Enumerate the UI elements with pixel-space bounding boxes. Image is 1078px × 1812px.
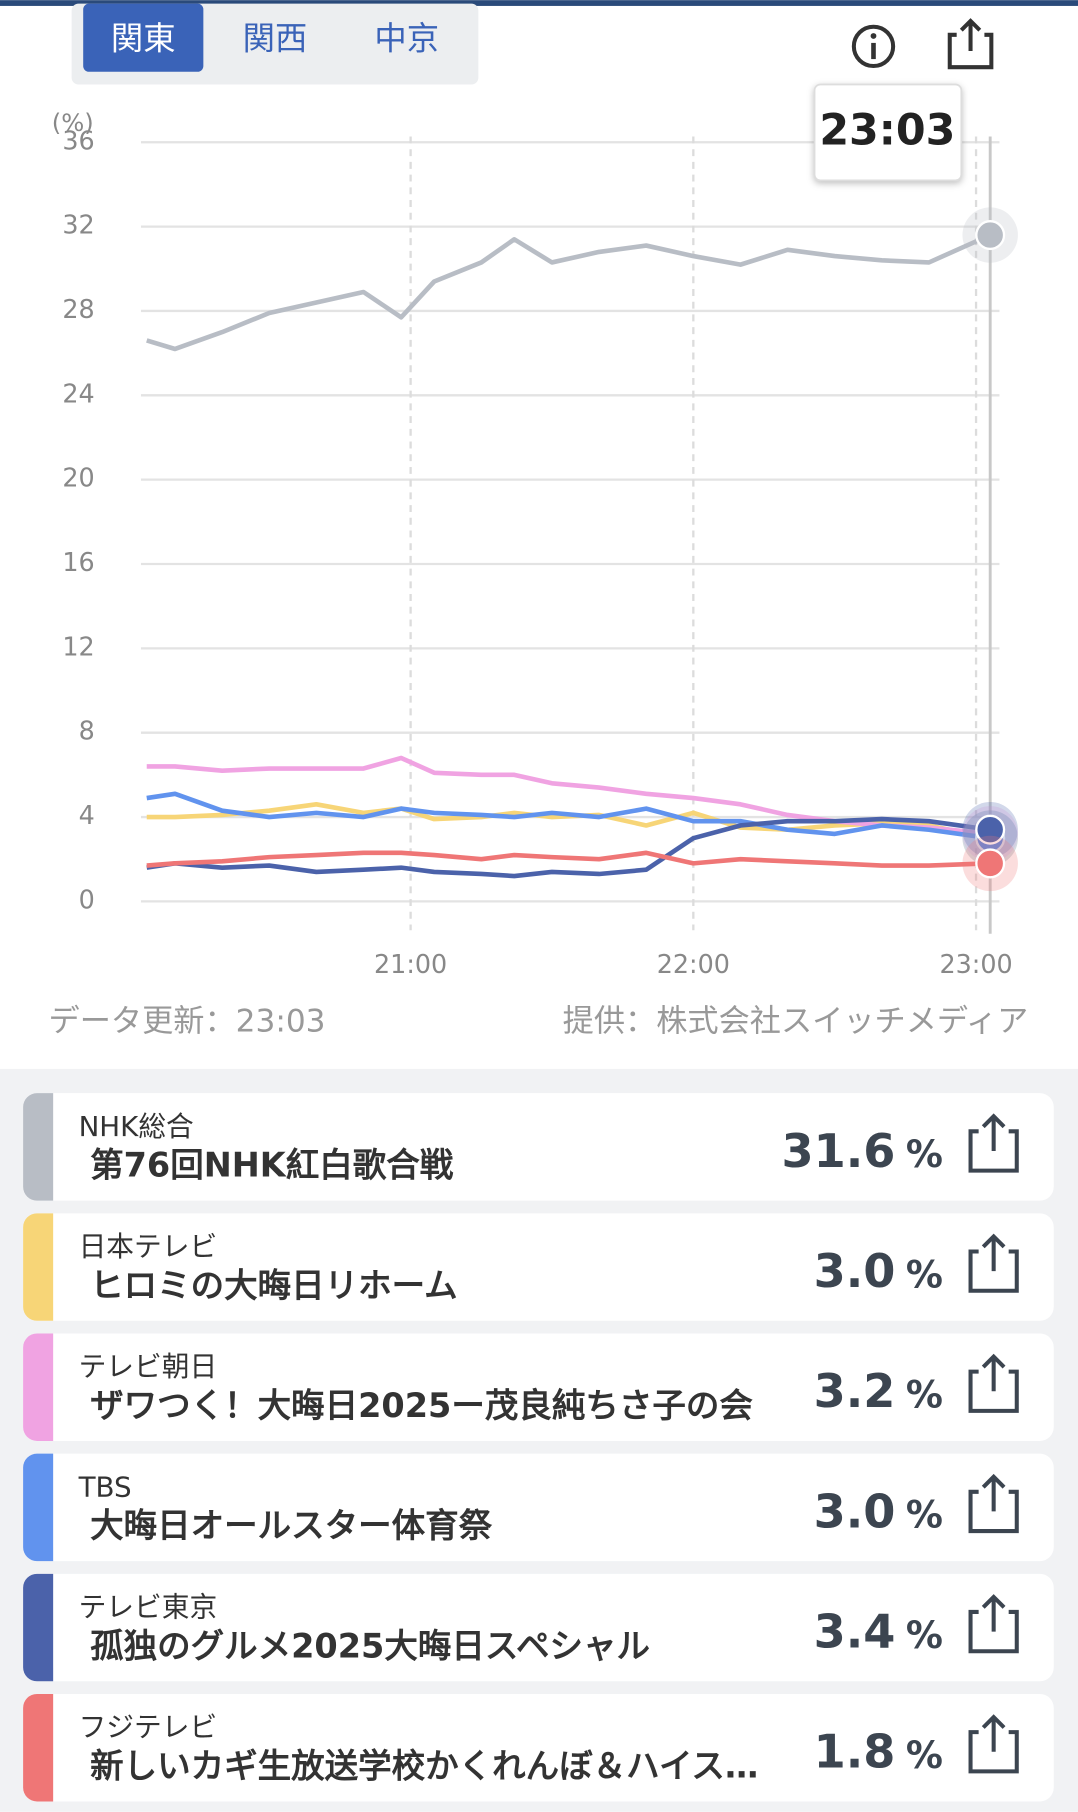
y-tick-label: 12 bbox=[62, 631, 94, 661]
y-tick-label: 36 bbox=[62, 125, 94, 155]
y-tick-label: 16 bbox=[62, 547, 94, 577]
y-tick-label: 28 bbox=[62, 294, 94, 324]
rating: 31.6 bbox=[781, 1124, 895, 1178]
card-stripe bbox=[23, 1453, 54, 1562]
updated: データ更新：23:03 bbox=[49, 1004, 326, 1040]
series-line bbox=[146, 791, 991, 841]
share-icon[interactable] bbox=[968, 1353, 1019, 1413]
series-line bbox=[146, 232, 992, 352]
card-stripe bbox=[23, 1693, 54, 1802]
tab[interactable]: 関西 bbox=[243, 20, 308, 58]
series-line bbox=[146, 816, 991, 879]
y-tick-label: 32 bbox=[62, 210, 94, 240]
tab-active-bg bbox=[83, 3, 204, 72]
y-unit: (%) bbox=[52, 108, 94, 137]
share-icon[interactable] bbox=[968, 1473, 1019, 1534]
share-icon[interactable] bbox=[968, 1233, 1019, 1293]
source: 提供：株式会社スイッチメディア bbox=[563, 1004, 1029, 1040]
y-tick-label: 8 bbox=[79, 716, 95, 746]
program-title: 新しいカギ生放送学校かくれんぼ＆ハイス… bbox=[90, 1746, 758, 1785]
plot: 0 4 8 12 16 20 24 28 32 36 21:00 22:00 23:00 23:03 bbox=[62, 83, 1018, 979]
x-tick-label: 21:00 bbox=[374, 949, 447, 979]
channel-name: テレビ東京 bbox=[79, 1590, 218, 1623]
share-icon[interactable] bbox=[968, 1714, 1019, 1774]
rating: 3.0 bbox=[814, 1244, 896, 1298]
channel-name: NHK総合 bbox=[79, 1110, 194, 1143]
card-bg bbox=[23, 1573, 1054, 1682]
y-tick-label: 0 bbox=[79, 884, 95, 914]
program-title: ザワつく！大晦日2025ー茂良純ちさ子の会 bbox=[90, 1386, 753, 1425]
card-bg bbox=[23, 1453, 1054, 1562]
rating-unit: % bbox=[906, 1253, 943, 1296]
card-bg bbox=[23, 1093, 1054, 1201]
tab[interactable]: 中京 bbox=[374, 20, 439, 58]
card-stripe bbox=[23, 1333, 54, 1441]
end-dot bbox=[975, 848, 1006, 879]
card-stripe bbox=[23, 1093, 54, 1201]
share-icon[interactable] bbox=[968, 1113, 1019, 1173]
end-dot bbox=[975, 814, 1006, 845]
rating-unit: % bbox=[906, 1734, 943, 1777]
end-dot bbox=[975, 220, 1006, 251]
card-bg bbox=[23, 1333, 1054, 1441]
x-tick-label: 22:00 bbox=[657, 949, 730, 979]
rating-unit: % bbox=[906, 1374, 943, 1417]
card-stripe bbox=[23, 1213, 54, 1321]
channel-name: 日本テレビ bbox=[79, 1230, 218, 1263]
x-tick-label: 23:00 bbox=[939, 949, 1012, 979]
card-bg bbox=[23, 1693, 1054, 1802]
y-tick-label: 4 bbox=[79, 800, 95, 830]
channel-name: フジテレビ bbox=[79, 1711, 218, 1744]
y-tick-label: 20 bbox=[62, 463, 94, 493]
channel-name: TBS bbox=[78, 1470, 132, 1503]
program-title: 大晦日オールスター体育祭 bbox=[90, 1506, 492, 1545]
share-icon[interactable] bbox=[947, 18, 994, 70]
series-line bbox=[146, 850, 991, 868]
top-strip bbox=[0, 0, 1078, 6]
series-line bbox=[146, 755, 991, 837]
rating-unit: % bbox=[906, 1614, 943, 1657]
program-title: ヒロミの大晦日リホーム bbox=[90, 1266, 458, 1305]
tooltip: 23:03 bbox=[819, 106, 955, 156]
tab[interactable]: 関東 bbox=[111, 20, 176, 58]
program-title: 孤独のグルメ2025大晦日スペシャル bbox=[90, 1626, 650, 1665]
rating-unit: % bbox=[906, 1133, 943, 1176]
rating: 3.4 bbox=[814, 1605, 896, 1659]
rating: 3.2 bbox=[814, 1364, 896, 1418]
tooltip-box bbox=[813, 83, 963, 182]
y-tick-label: 24 bbox=[62, 378, 94, 408]
info-icon[interactable] bbox=[851, 24, 896, 69]
share-icon[interactable] bbox=[968, 1594, 1019, 1654]
rating: 3.0 bbox=[814, 1484, 896, 1538]
card-bg bbox=[23, 1213, 1054, 1321]
rating: 1.8 bbox=[814, 1725, 896, 1779]
card-stripe bbox=[23, 1573, 54, 1682]
channel-name: テレビ朝日 bbox=[79, 1350, 218, 1383]
rating-unit: % bbox=[906, 1494, 943, 1537]
program-title: 第76回NHK紅白歌合戦 bbox=[90, 1146, 454, 1185]
